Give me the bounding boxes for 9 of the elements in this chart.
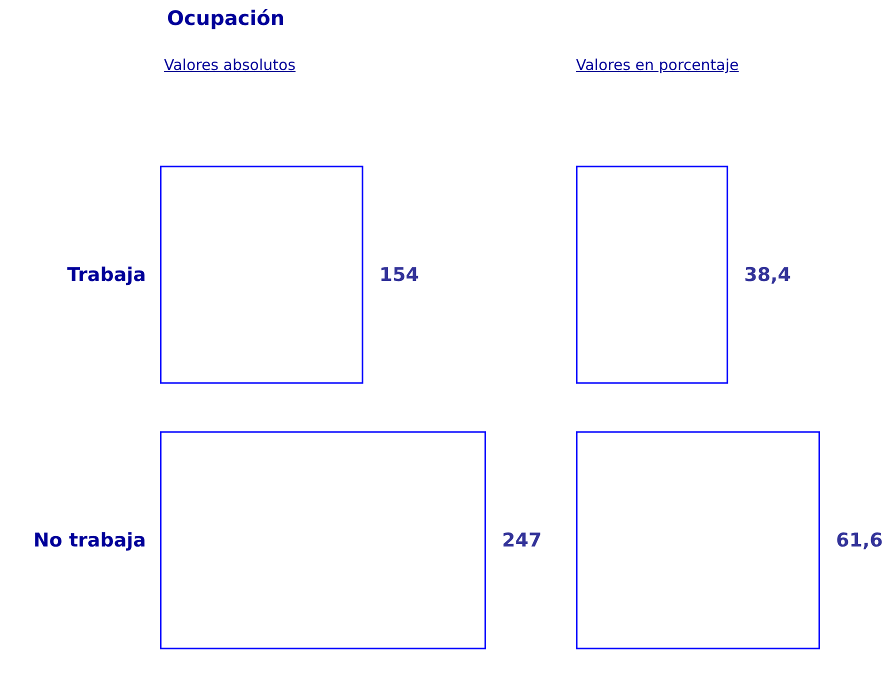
chart-subtitle: Valores absolutos	[164, 56, 296, 74]
data-label: 154	[379, 264, 419, 286]
data-label: 247	[502, 529, 542, 552]
data-label: 38,4	[744, 264, 791, 286]
y-tick-label: No trabaja	[33, 529, 146, 552]
y-tick-label: Trabaja	[67, 264, 146, 286]
data-label: 61,6	[836, 529, 883, 552]
chart-title: Ocupación	[167, 6, 285, 30]
chart-subtitle: Valores en porcentaje	[576, 56, 739, 74]
